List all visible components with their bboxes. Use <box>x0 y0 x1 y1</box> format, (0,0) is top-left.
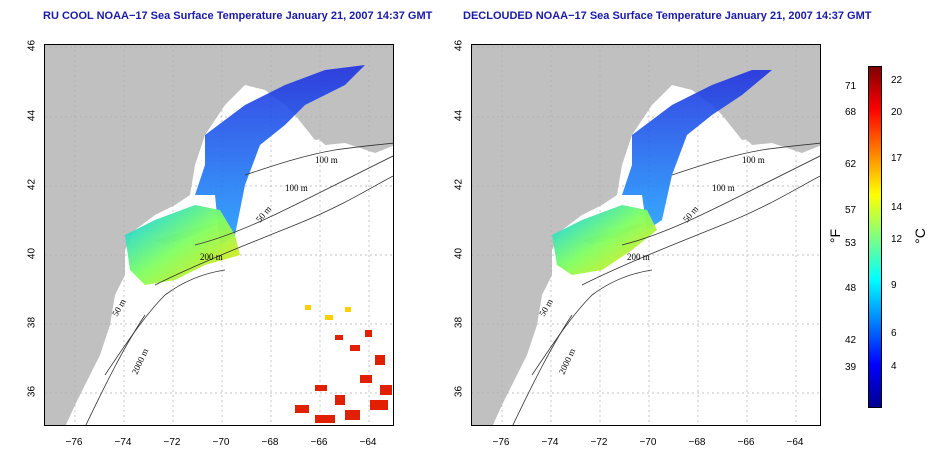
lat-tick-label: 36 <box>453 385 465 398</box>
lat-tick-label: 44 <box>26 109 38 122</box>
colorbar-c-tick: 6 <box>891 328 897 339</box>
panel-title-left: RU COOL NOAA−17 Sea Surface Temperature … <box>43 10 433 22</box>
contour-label: 50 m <box>681 204 700 224</box>
contour-label: 2000 m <box>557 347 578 376</box>
colorbar-c-tick: 22 <box>891 75 903 86</box>
colorbar-f-tick: 57 <box>845 205 857 216</box>
lon-tick-label: −74 <box>114 437 132 448</box>
lon-tick-label: −64 <box>786 437 804 448</box>
sst-warm-region <box>125 205 240 285</box>
unit-celsius: °C <box>911 228 928 244</box>
lon-tick-label: −70 <box>639 437 657 448</box>
unit-fahrenheit: °F <box>827 228 844 244</box>
colorbar-f-tick: 39 <box>845 362 857 373</box>
lat-tick-label: 40 <box>453 247 465 260</box>
lon-tick-label: −64 <box>359 437 377 448</box>
sst-map-declouded: 100 m 100 m 50 m 200 m 50 m 2000 m <box>472 45 820 425</box>
lat-tick-label: 46 <box>453 39 465 52</box>
lon-tick-label: −74 <box>541 437 559 448</box>
colorbar-c-tick: 9 <box>891 280 897 291</box>
panel-title-right: DECLOUDED NOAA−17 Sea Surface Temperatur… <box>463 10 872 22</box>
sst-map-raw: 100 m 100 m 50 m 200 m 50 m 2000 m <box>45 45 393 425</box>
colorbar-c-tick: 20 <box>891 107 903 118</box>
lat-tick-label: 38 <box>26 316 38 329</box>
lon-tick-label: −76 <box>65 437 83 448</box>
contour-label: 200 m <box>627 252 650 262</box>
colorbar-gradient <box>869 67 881 407</box>
contour-label: 100 m <box>285 183 308 193</box>
lat-tick-label: 42 <box>453 178 465 191</box>
colorbar-f-tick: 42 <box>845 335 857 346</box>
colorbar-c-tick: 17 <box>891 153 903 164</box>
colorbar-c-tick: 4 <box>891 361 897 372</box>
sst-cool-region <box>622 70 772 230</box>
lat-tick-label: 38 <box>453 316 465 329</box>
contour-label: 100 m <box>712 183 735 193</box>
colorbar-f-tick: 62 <box>845 159 857 170</box>
land-mass <box>45 45 393 425</box>
colorbar-c-tick: 14 <box>891 202 903 213</box>
sst-cool-region <box>195 65 365 245</box>
contour-label: 200 m <box>200 252 223 262</box>
lon-tick-label: −68 <box>688 437 706 448</box>
lon-tick-label: −68 <box>261 437 279 448</box>
contour-label: 100 m <box>315 155 338 165</box>
sst-warm-region <box>552 205 657 275</box>
colorbar-f-tick: 71 <box>845 81 857 92</box>
sst-gulfstream-speckles <box>295 330 392 423</box>
colorbar-f-tick: 48 <box>845 283 857 294</box>
lon-tick-label: −72 <box>163 437 181 448</box>
lon-tick-label: −76 <box>492 437 510 448</box>
colorbar-f-tick: 53 <box>845 238 857 249</box>
colorbar-c-tick: 12 <box>891 234 903 245</box>
lon-tick-label: −72 <box>590 437 608 448</box>
contour-label: 2000 m <box>130 347 151 376</box>
lat-tick-label: 44 <box>453 109 465 122</box>
lat-tick-label: 36 <box>26 385 38 398</box>
map-panel-raw: 100 m 100 m 50 m 200 m 50 m 2000 m <box>44 44 394 426</box>
colorbar-f-tick: 68 <box>845 107 857 118</box>
contour-label: 100 m <box>742 155 765 165</box>
lon-tick-label: −66 <box>310 437 328 448</box>
colorbar <box>868 66 882 408</box>
lon-tick-label: −70 <box>212 437 230 448</box>
lat-tick-label: 40 <box>26 247 38 260</box>
contour-label: 50 m <box>254 204 273 224</box>
lat-tick-label: 42 <box>26 178 38 191</box>
land-mass <box>472 45 820 425</box>
map-panel-declouded: 100 m 100 m 50 m 200 m 50 m 2000 m <box>471 44 821 426</box>
lon-tick-label: −66 <box>737 437 755 448</box>
lat-tick-label: 46 <box>26 39 38 52</box>
